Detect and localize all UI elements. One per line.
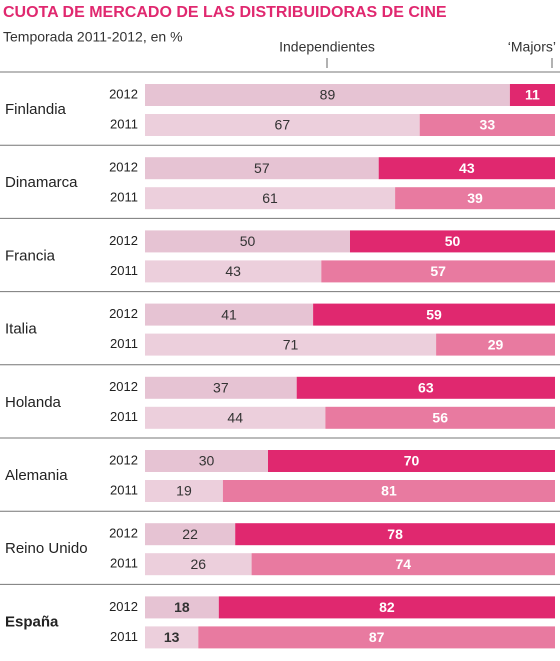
bar-segment: [145, 303, 314, 326]
year-label: 2012: [109, 379, 138, 394]
value-label: 43: [225, 263, 241, 279]
year-label: 2012: [109, 233, 138, 248]
year-label: 2011: [110, 263, 138, 278]
category-label: Dinamarca: [5, 174, 78, 191]
legend-label: Independientes: [279, 39, 375, 55]
value-label: 33: [480, 117, 496, 133]
value-label: 13: [164, 629, 180, 645]
value-label: 81: [381, 483, 397, 499]
bar-segment: [145, 626, 199, 649]
bar-segment: [378, 157, 555, 180]
category-label: Reino Unido: [5, 540, 88, 557]
category-label: Finlandia: [5, 101, 67, 118]
category-label: Francia: [5, 247, 56, 264]
bar-segment: [251, 553, 555, 576]
bar-segment: [325, 406, 555, 429]
value-label: 26: [191, 556, 207, 572]
category-label: Holanda: [5, 394, 62, 411]
value-label: 57: [254, 160, 270, 176]
year-label: 2011: [110, 556, 138, 571]
value-label: 63: [418, 380, 434, 396]
bar-segment: [296, 376, 555, 399]
value-label: 74: [396, 556, 412, 572]
bar-segment: [218, 596, 556, 619]
value-label: 57: [430, 263, 446, 279]
value-label: 11: [525, 87, 540, 103]
value-label: 78: [387, 526, 403, 542]
chart-title: CUOTA DE MERCADO DE LAS DISTRIBUIDORAS D…: [3, 4, 447, 21]
value-label: 59: [426, 306, 442, 322]
value-label: 22: [182, 526, 198, 542]
value-label: 43: [459, 160, 475, 176]
value-label: 87: [369, 629, 385, 645]
bar-segment: [145, 260, 322, 283]
year-label: 2011: [110, 336, 138, 351]
year-label: 2011: [110, 116, 138, 131]
value-label: 18: [174, 599, 190, 615]
bar-segment: [145, 114, 420, 136]
value-label: 29: [488, 336, 504, 352]
bar-segment: [145, 230, 350, 253]
year-label: 2011: [110, 409, 138, 424]
bar-segment: [268, 450, 555, 472]
value-label: 56: [432, 410, 448, 426]
bar-segment: [321, 260, 555, 283]
bar-segment: [145, 480, 223, 502]
bar-segment: [313, 303, 555, 326]
value-label: 82: [379, 599, 395, 615]
category-label: Italia: [5, 321, 37, 338]
value-label: 37: [213, 380, 229, 396]
year-label: 2012: [109, 86, 138, 101]
value-label: 50: [445, 233, 461, 249]
value-label: 44: [227, 410, 243, 426]
category-label: España: [5, 613, 59, 630]
bar-segment: [419, 114, 555, 136]
bar-segment: [145, 333, 437, 356]
bar-segment: [145, 157, 379, 180]
value-label: 41: [221, 306, 237, 322]
bar-segment: [395, 187, 555, 210]
year-label: 2012: [109, 526, 138, 541]
year-label: 2011: [110, 629, 138, 644]
bar-segment: [145, 84, 510, 106]
bar-segment: [198, 626, 556, 649]
bar-segment: [145, 553, 252, 576]
value-label: 30: [199, 453, 215, 469]
year-label: 2012: [109, 599, 138, 614]
value-label: 70: [404, 453, 420, 469]
year-label: 2011: [110, 482, 138, 497]
value-label: 71: [283, 336, 299, 352]
bar-segment: [235, 523, 555, 546]
bar-segment: [145, 187, 396, 210]
year-label: 2012: [109, 306, 138, 321]
year-label: 2011: [110, 190, 138, 205]
value-label: 67: [275, 117, 291, 133]
bar-segment: [145, 450, 268, 472]
bar-segment: [509, 84, 555, 106]
value-label: 39: [467, 190, 483, 206]
bar-segment: [436, 333, 555, 356]
bar-segment: [145, 376, 297, 399]
value-label: 50: [240, 233, 256, 249]
year-label: 2012: [109, 452, 138, 467]
legend-label: ‘Majors’: [508, 39, 556, 55]
value-label: 89: [320, 87, 336, 103]
bar-segment: [145, 523, 236, 546]
bar-segment: [222, 480, 555, 502]
category-label: Alemania: [5, 467, 68, 484]
chart-subtitle: Temporada 2011-2012, en %: [3, 29, 183, 45]
value-label: 61: [262, 190, 278, 206]
bar-segment: [350, 230, 555, 253]
bar-segment: [145, 596, 219, 619]
value-label: 19: [176, 483, 192, 499]
bar-segment: [145, 406, 326, 429]
year-label: 2012: [109, 160, 138, 175]
